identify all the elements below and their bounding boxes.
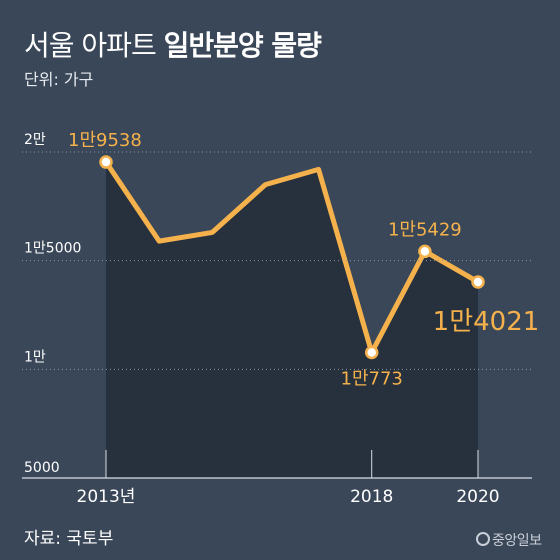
source-note: 자료: 국토부	[24, 529, 114, 549]
data-label: 1만9538	[68, 130, 142, 151]
data-point	[418, 244, 432, 259]
y-tick-label: 2만	[24, 132, 46, 148]
y-tick-label: 1만	[24, 349, 46, 365]
x-tick-label: 2020	[456, 487, 499, 507]
data-point	[364, 345, 379, 360]
data-point	[471, 275, 485, 289]
title-bold: 일반분양 물량	[163, 29, 322, 62]
y-tick-label: 1만5000	[24, 241, 81, 257]
data-point	[99, 155, 113, 169]
publisher-logo: 중앙일보	[476, 530, 542, 550]
data-label: 1만773	[341, 369, 403, 390]
data-label: 1만5429	[388, 219, 462, 240]
x-tick-label: 2013년	[77, 487, 136, 507]
unit-label: 단위: 가구	[24, 70, 94, 89]
logo-text: 중앙일보	[492, 533, 542, 549]
x-tick-label: 2018	[350, 487, 393, 507]
y-tick-label: 5000	[24, 460, 60, 476]
logo-ring-icon	[476, 532, 490, 546]
title-light: 서울 아파트	[24, 29, 157, 62]
series-line	[103, 159, 481, 356]
data-label: 1만4021	[433, 307, 540, 337]
chart-title: 서울 아파트 일반분양 물량	[24, 24, 322, 64]
area-fill	[106, 162, 478, 478]
